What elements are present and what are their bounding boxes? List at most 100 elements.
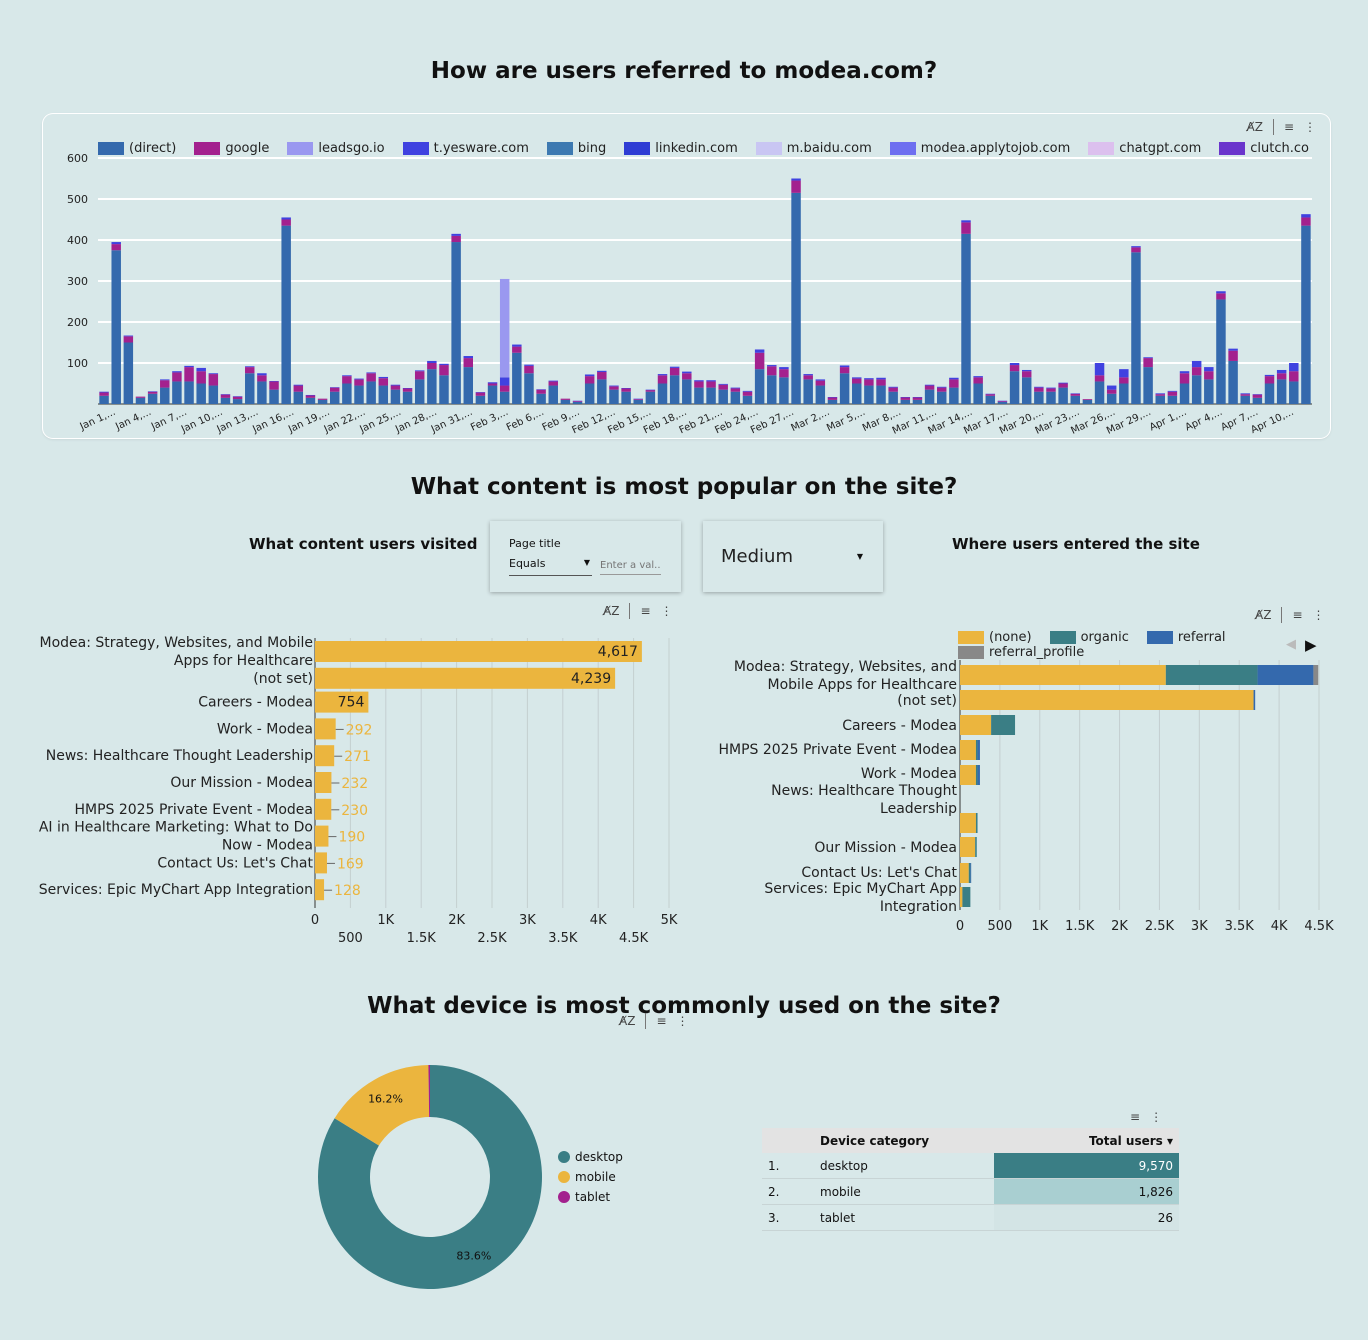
bar-direct (609, 389, 619, 404)
row-rank: 1. (768, 1158, 780, 1173)
bar-other (742, 390, 753, 392)
legend-item[interactable]: t.yesware.com (402, 141, 529, 156)
caret-down-icon: ▼ (856, 552, 863, 561)
more-options-icon[interactable]: ⋮ (660, 604, 673, 618)
bar-google (949, 379, 959, 388)
bar-direct (767, 375, 777, 404)
filter-icon[interactable]: ≡ (640, 604, 651, 618)
bar-google (985, 394, 996, 396)
bar-google (172, 372, 182, 382)
table-row[interactable]: 3. tablet 26 (762, 1204, 1179, 1231)
medium-dropdown[interactable]: Medium ▼ (703, 521, 883, 592)
bar-google (1240, 394, 1250, 396)
more-options-icon[interactable]: ⋮ (1312, 608, 1325, 622)
bar-other (354, 378, 364, 380)
legend-item[interactable]: organic (1049, 630, 1129, 645)
legend-item[interactable]: leadsgo.io (287, 141, 385, 156)
sort-icon[interactable]: A̸Z (1255, 608, 1272, 622)
filter-icon[interactable]: ≡ (1292, 608, 1303, 622)
more-options-icon[interactable]: ⋮ (676, 1014, 689, 1028)
legend-item[interactable]: (direct) (98, 141, 176, 156)
entry-bar-referral (977, 740, 980, 760)
bar-direct (839, 373, 850, 404)
bar-other (499, 377, 510, 386)
entry-bar-none (960, 740, 976, 760)
bar-google (1021, 371, 1032, 378)
legend-item[interactable]: linkedin.com (624, 141, 738, 156)
bar-google (1301, 217, 1311, 226)
bar-other (767, 365, 777, 367)
filter-operator-select[interactable]: Equals ▼ (509, 557, 592, 576)
bar-direct (184, 381, 194, 404)
bar-other (1131, 246, 1141, 248)
bar-other (718, 383, 728, 385)
category-label: Integration (880, 899, 957, 915)
device-category-header[interactable]: Device category (820, 1133, 930, 1148)
bar-google (135, 396, 146, 398)
bar-direct (196, 383, 206, 404)
content-bar (315, 825, 329, 847)
x-tick-label: 3.5K (1225, 919, 1255, 934)
bar-other (439, 363, 449, 366)
bar-google (1289, 371, 1299, 382)
legend-swatch (958, 631, 984, 644)
bar-other (973, 376, 983, 378)
filter-label: Page title (509, 537, 561, 550)
sort-icon[interactable]: A̸Z (1246, 120, 1263, 134)
bar-other (342, 375, 352, 377)
bar-google (633, 399, 643, 400)
filter-icon[interactable]: ≡ (1283, 120, 1294, 134)
legend-item[interactable]: clutch.co (1219, 141, 1309, 156)
bar-google (1252, 394, 1263, 398)
row-rank: 2. (768, 1184, 780, 1199)
legend-prev-icon[interactable]: ◀ (1286, 637, 1296, 652)
bar-other (1143, 357, 1153, 359)
table-row[interactable]: 1. desktop 9,570 (762, 1153, 1179, 1179)
total-users-header[interactable]: Total users ▾ (1088, 1133, 1173, 1148)
bar-direct (1191, 375, 1202, 404)
bar-direct (512, 352, 522, 404)
content-chart-subtitle: What content users visited (249, 535, 478, 553)
bar-direct (1143, 367, 1153, 404)
filter-icon[interactable]: ≡ (656, 1014, 667, 1028)
legend-next-icon[interactable]: ▶ (1305, 636, 1317, 654)
legend-item[interactable]: m.baidu.com (755, 141, 872, 156)
bar-direct (1289, 381, 1299, 404)
legend-item[interactable]: modea.applytojob.com (889, 141, 1070, 156)
bar-other (402, 388, 413, 389)
legend-item[interactable]: google (194, 141, 269, 156)
filter-icon[interactable]: ≡ (1130, 1110, 1141, 1124)
bar-direct (645, 391, 656, 404)
legend-item[interactable]: referral (1146, 630, 1226, 645)
bar-value-label: 190 (338, 830, 365, 846)
table-row[interactable]: 2. mobile 1,826 (762, 1178, 1179, 1205)
legend-item[interactable]: referral_profile (958, 645, 1084, 660)
bar-google (572, 401, 583, 402)
legend-label: desktop (575, 1150, 623, 1164)
filter-value-input[interactable] (600, 556, 661, 575)
sort-icon[interactable]: A̸Z (603, 604, 620, 618)
y-tick-label: 100 (67, 357, 88, 370)
legend-item[interactable]: bing (546, 141, 606, 156)
bar-other (669, 366, 680, 368)
legend-item[interactable]: chatgpt.com (1088, 141, 1201, 156)
table-header-row: Device category Total users ▾ (762, 1128, 1179, 1153)
x-tick-label: Apr 4,... (1184, 407, 1225, 434)
bar-other (1228, 348, 1238, 351)
bar-google (791, 180, 801, 193)
bar-direct (147, 393, 158, 404)
x-tick-label: Mar 2,... (789, 407, 831, 434)
legend-label: (direct) (129, 141, 177, 156)
entry-bar-organic (1165, 665, 1258, 685)
more-options-icon[interactable]: ⋮ (1304, 120, 1316, 134)
row-total-users: 1,826 (994, 1178, 1179, 1205)
bar-google (305, 395, 316, 398)
legend-item[interactable]: (none) (958, 630, 1032, 645)
bar-google (293, 385, 304, 392)
more-options-icon[interactable]: ⋮ (1150, 1110, 1163, 1124)
bar-other (1252, 394, 1263, 395)
legend-swatch (1049, 631, 1076, 644)
sort-icon[interactable]: A̸Z (619, 1014, 636, 1028)
bar-google (730, 388, 741, 392)
